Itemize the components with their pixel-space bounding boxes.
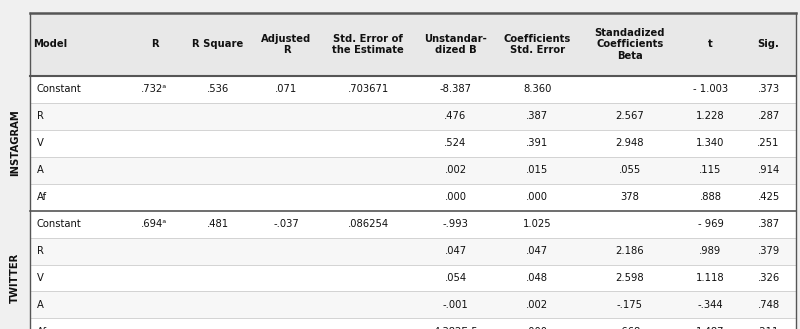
- Text: .287: .287: [758, 111, 780, 121]
- Text: 2.186: 2.186: [615, 246, 644, 256]
- Text: .115: .115: [699, 165, 722, 175]
- Text: A: A: [37, 165, 44, 175]
- Text: -.037: -.037: [274, 219, 299, 229]
- Text: Af: Af: [37, 327, 47, 329]
- Text: Coefficients
Std. Error: Coefficients Std. Error: [504, 34, 571, 55]
- Text: V: V: [37, 138, 44, 148]
- Bar: [30, 184, 796, 211]
- Text: A: A: [37, 300, 44, 310]
- Text: 2.567: 2.567: [615, 111, 644, 121]
- Text: R: R: [150, 39, 158, 49]
- Text: .387: .387: [526, 111, 548, 121]
- Text: .379: .379: [758, 246, 780, 256]
- Bar: [30, 76, 796, 211]
- Text: .425: .425: [758, 192, 780, 202]
- Text: - 969: - 969: [698, 219, 723, 229]
- Text: 1.228: 1.228: [696, 111, 725, 121]
- Text: -.001: -.001: [442, 300, 468, 310]
- Text: .054: .054: [444, 273, 466, 283]
- Text: .481: .481: [206, 219, 229, 229]
- Text: Constant: Constant: [37, 219, 82, 229]
- Text: .086254: .086254: [348, 219, 389, 229]
- Bar: [30, 157, 796, 184]
- Text: -.175: -.175: [617, 300, 642, 310]
- Text: .002: .002: [444, 165, 466, 175]
- Text: 2.948: 2.948: [615, 138, 644, 148]
- Bar: [30, 103, 796, 130]
- Bar: [30, 211, 796, 329]
- Text: .047: .047: [444, 246, 466, 256]
- Text: Standadized
Coefficients
Beta: Standadized Coefficients Beta: [594, 28, 665, 61]
- Bar: [30, 291, 796, 318]
- Text: .524: .524: [444, 138, 466, 148]
- Text: 1.487: 1.487: [696, 327, 725, 329]
- Text: R: R: [37, 111, 44, 121]
- Text: .251: .251: [758, 138, 780, 148]
- Bar: [30, 13, 796, 76]
- Bar: [30, 211, 796, 238]
- Text: .694ᵃ: .694ᵃ: [142, 219, 168, 229]
- Text: 4.382E-5: 4.382E-5: [433, 327, 478, 329]
- Text: .748: .748: [758, 300, 780, 310]
- Text: Constant: Constant: [37, 84, 82, 94]
- Text: TWITTER: TWITTER: [10, 253, 20, 303]
- Text: INSTAGRAM: INSTAGRAM: [10, 110, 20, 176]
- Text: 1.118: 1.118: [696, 273, 725, 283]
- Text: - 1.003: - 1.003: [693, 84, 728, 94]
- Text: Sig.: Sig.: [758, 39, 779, 49]
- Bar: [30, 76, 796, 103]
- Text: .000: .000: [526, 192, 548, 202]
- Text: .476: .476: [444, 111, 466, 121]
- Text: Af: Af: [37, 192, 47, 202]
- Text: .048: .048: [526, 273, 548, 283]
- Text: .536: .536: [206, 84, 229, 94]
- Text: .000: .000: [526, 327, 548, 329]
- Bar: [30, 238, 796, 265]
- Text: Adjusted
R: Adjusted R: [262, 34, 312, 55]
- Text: R Square: R Square: [192, 39, 243, 49]
- Text: .055: .055: [618, 165, 641, 175]
- Text: .888: .888: [699, 192, 722, 202]
- Text: V: V: [37, 273, 44, 283]
- Bar: [30, 318, 796, 329]
- Text: .326: .326: [758, 273, 780, 283]
- Text: 1.025: 1.025: [523, 219, 551, 229]
- Text: R: R: [37, 246, 44, 256]
- Text: .211: .211: [758, 327, 780, 329]
- Text: .015: .015: [526, 165, 549, 175]
- Text: .373: .373: [758, 84, 780, 94]
- Text: 378: 378: [620, 192, 639, 202]
- Text: -.344: -.344: [698, 300, 723, 310]
- Text: .071: .071: [275, 84, 298, 94]
- Bar: [30, 130, 796, 157]
- Text: 2.598: 2.598: [615, 273, 644, 283]
- Text: .668: .668: [618, 327, 641, 329]
- Text: .387: .387: [758, 219, 780, 229]
- Text: .703671: .703671: [348, 84, 389, 94]
- Bar: [30, 265, 796, 291]
- Text: .914: .914: [758, 165, 780, 175]
- Text: 1.340: 1.340: [696, 138, 725, 148]
- Text: t: t: [708, 39, 713, 49]
- Text: .391: .391: [526, 138, 549, 148]
- Text: .002: .002: [526, 300, 548, 310]
- Text: .989: .989: [699, 246, 722, 256]
- Text: .047: .047: [526, 246, 548, 256]
- Text: -.993: -.993: [442, 219, 468, 229]
- Text: Model: Model: [34, 39, 68, 49]
- Text: Unstandar-
dized B: Unstandar- dized B: [424, 34, 487, 55]
- Text: 8.360: 8.360: [523, 84, 551, 94]
- Text: Std. Error of
the Estimate: Std. Error of the Estimate: [333, 34, 404, 55]
- Text: -8.387: -8.387: [439, 84, 471, 94]
- Text: .000: .000: [445, 192, 466, 202]
- Text: .732ᵃ: .732ᵃ: [142, 84, 168, 94]
